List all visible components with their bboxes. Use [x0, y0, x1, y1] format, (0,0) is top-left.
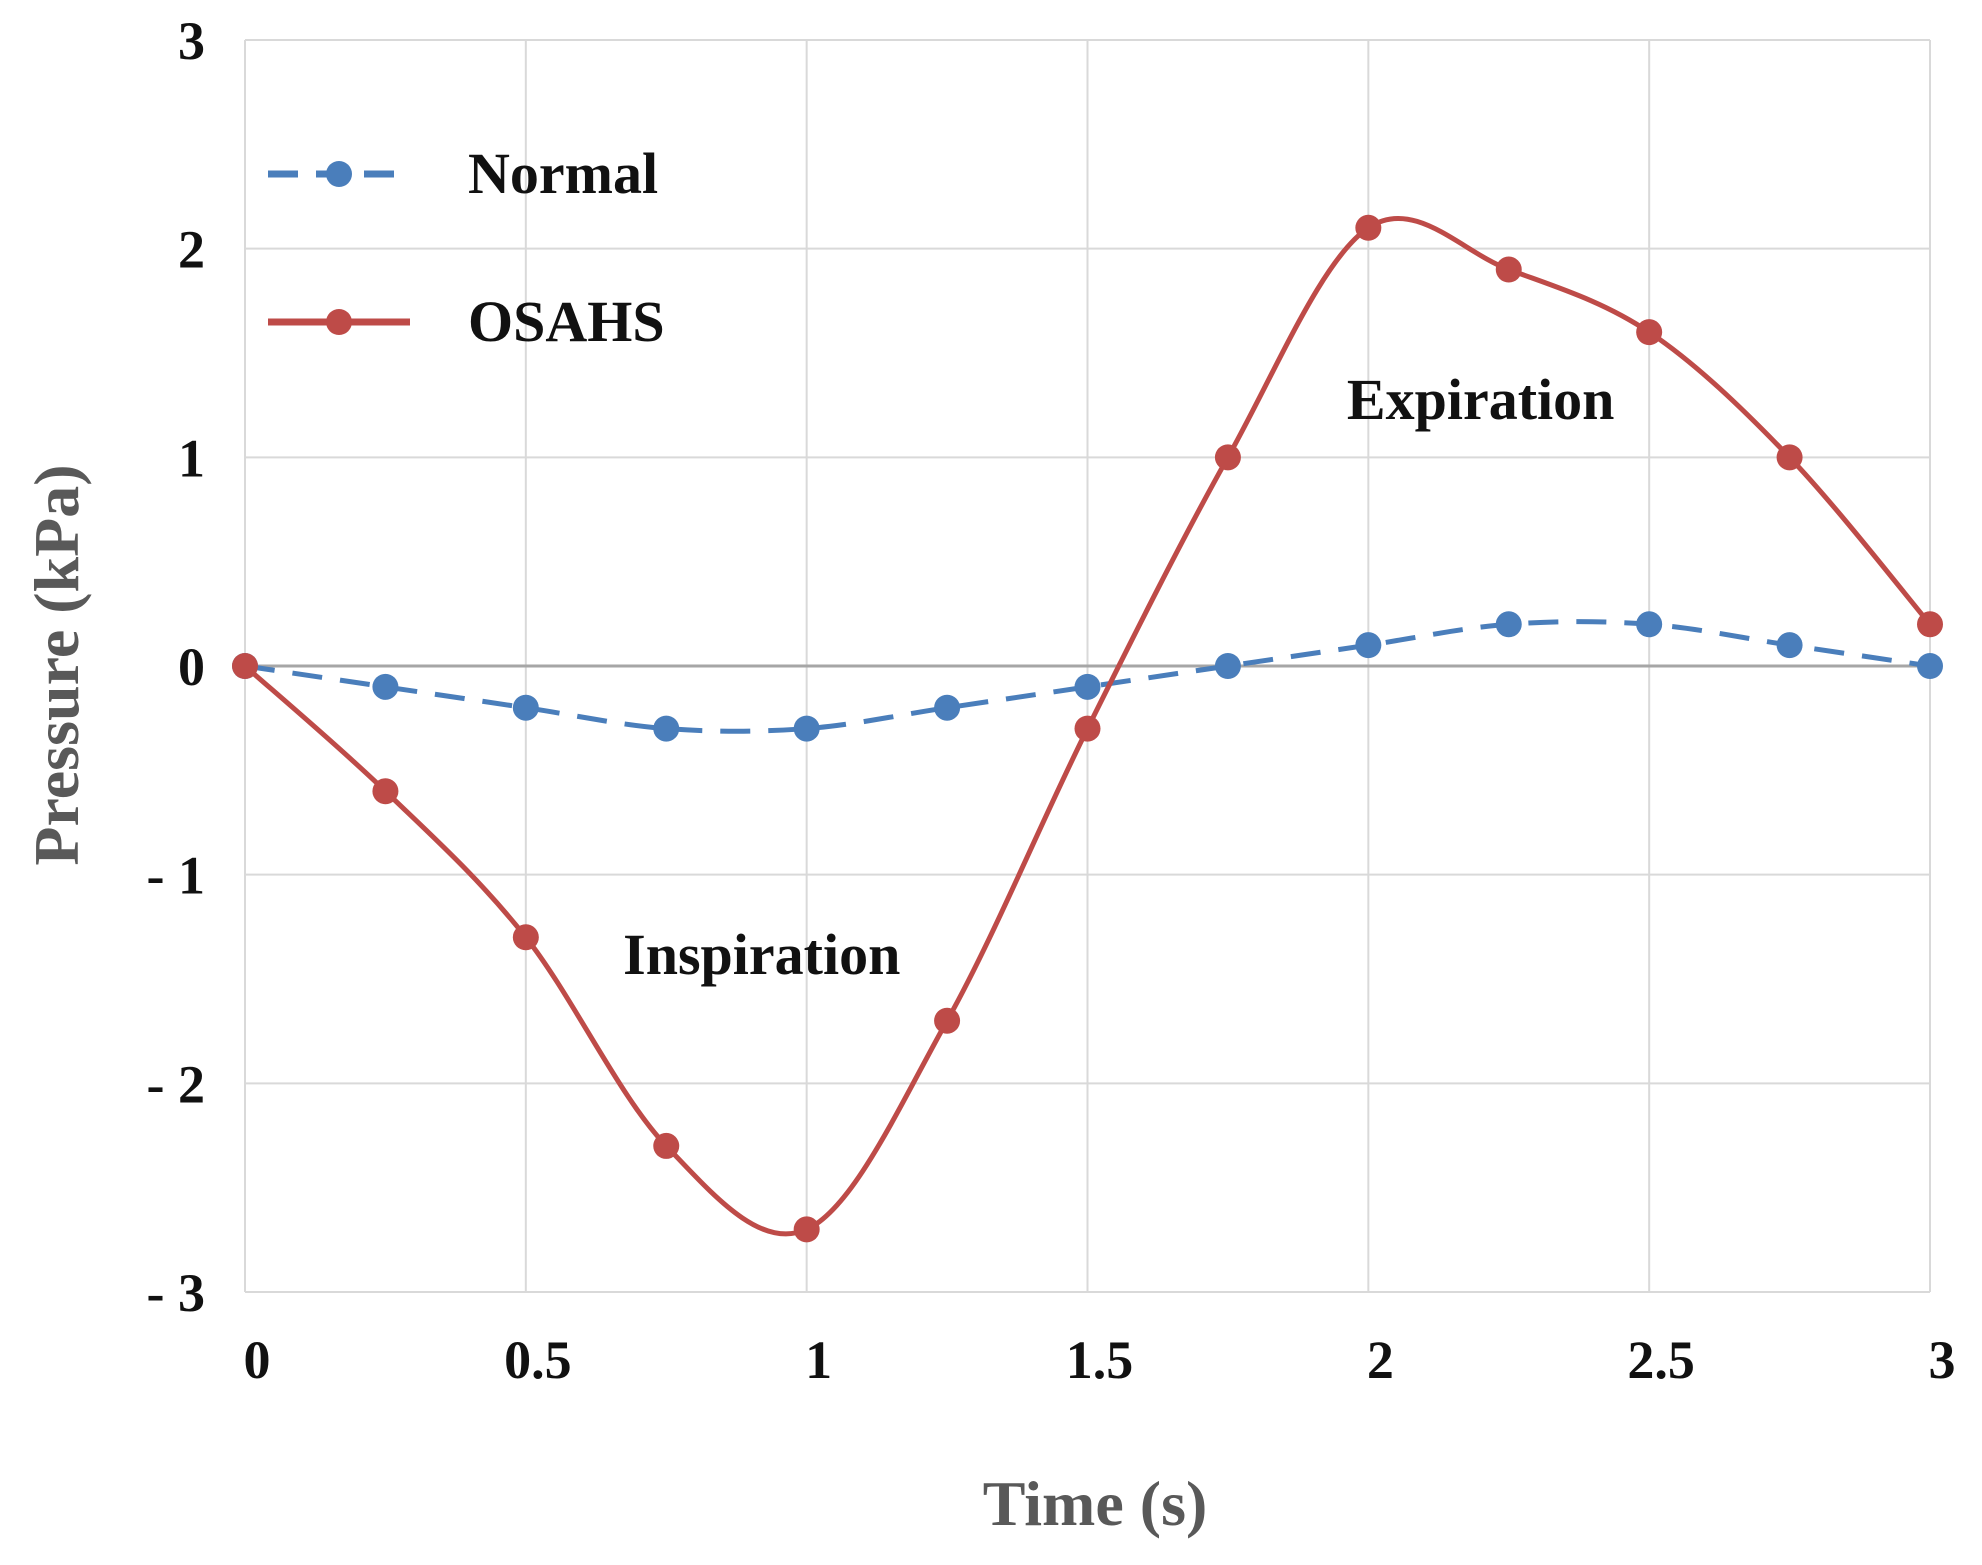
data-point-normal: [653, 715, 680, 742]
data-point-normal: [1214, 653, 1241, 679]
data-point-normal: [1636, 611, 1663, 638]
data-point-normal: [934, 694, 961, 721]
y-tick-label: - 2: [147, 1054, 205, 1114]
annotations: Inspiration Expiration: [623, 367, 1614, 987]
data-point-osahs: [1776, 444, 1803, 471]
legend-marker-normal: [326, 161, 352, 187]
legend-label-normal: Normal: [468, 141, 658, 206]
data-point-osahs: [1495, 256, 1522, 283]
x-tick-label: 3: [1929, 1330, 1956, 1390]
legend-label-osahs: OSAHS: [468, 289, 665, 354]
grid: [244, 39, 1931, 1293]
data-point-normal: [1355, 632, 1382, 659]
series-layer: [232, 214, 1943, 1243]
x-axis-title: Time (s): [983, 1468, 1208, 1539]
x-axis-ticks: 0 0.5 1 1.5 2 2.5 3: [244, 1330, 1956, 1390]
y-tick-label: 1: [178, 428, 205, 488]
y-axis-title: Pressure (kPa): [21, 464, 92, 865]
y-tick-label: 2: [178, 220, 205, 280]
x-tick-label: 1: [805, 1330, 832, 1390]
data-point-normal: [793, 715, 820, 742]
x-tick-label: 2: [1367, 1330, 1394, 1390]
y-tick-label: 3: [178, 11, 205, 71]
data-point-osahs: [1214, 444, 1241, 471]
data-point-osahs: [793, 1216, 820, 1243]
data-point-osahs: [512, 924, 539, 951]
x-tick-label: 0.5: [504, 1330, 572, 1390]
x-tick-label: 0: [244, 1330, 271, 1390]
annotation-expiration: Expiration: [1347, 367, 1615, 432]
data-point-osahs: [1636, 319, 1663, 346]
data-point-osahs: [653, 1132, 680, 1159]
data-point-normal: [512, 694, 539, 721]
data-point-osahs: [934, 1007, 961, 1034]
data-point-osahs: [372, 778, 399, 805]
data-point-normal: [1074, 673, 1101, 700]
data-point-osahs: [1074, 715, 1101, 742]
y-axis-ticks: 3 2 1 0 - 1 - 2 - 3: [147, 11, 205, 1323]
legend-marker-osahs: [326, 309, 352, 335]
y-tick-label: - 3: [147, 1263, 205, 1323]
legend: Normal OSAHS: [268, 141, 665, 354]
data-point-normal: [372, 673, 399, 700]
data-point-osahs: [1917, 611, 1943, 638]
x-tick-label: 2.5: [1627, 1330, 1695, 1390]
x-tick-label: 1.5: [1066, 1330, 1134, 1390]
data-point-normal: [1495, 611, 1522, 638]
data-point-normal: [1917, 653, 1943, 679]
data-point-normal: [1776, 632, 1803, 659]
data-point-osahs: [232, 653, 258, 679]
annotation-inspiration: Inspiration: [623, 922, 900, 987]
y-tick-label: 0: [178, 637, 205, 697]
data-point-osahs: [1355, 214, 1382, 241]
y-tick-label: - 1: [147, 846, 205, 906]
